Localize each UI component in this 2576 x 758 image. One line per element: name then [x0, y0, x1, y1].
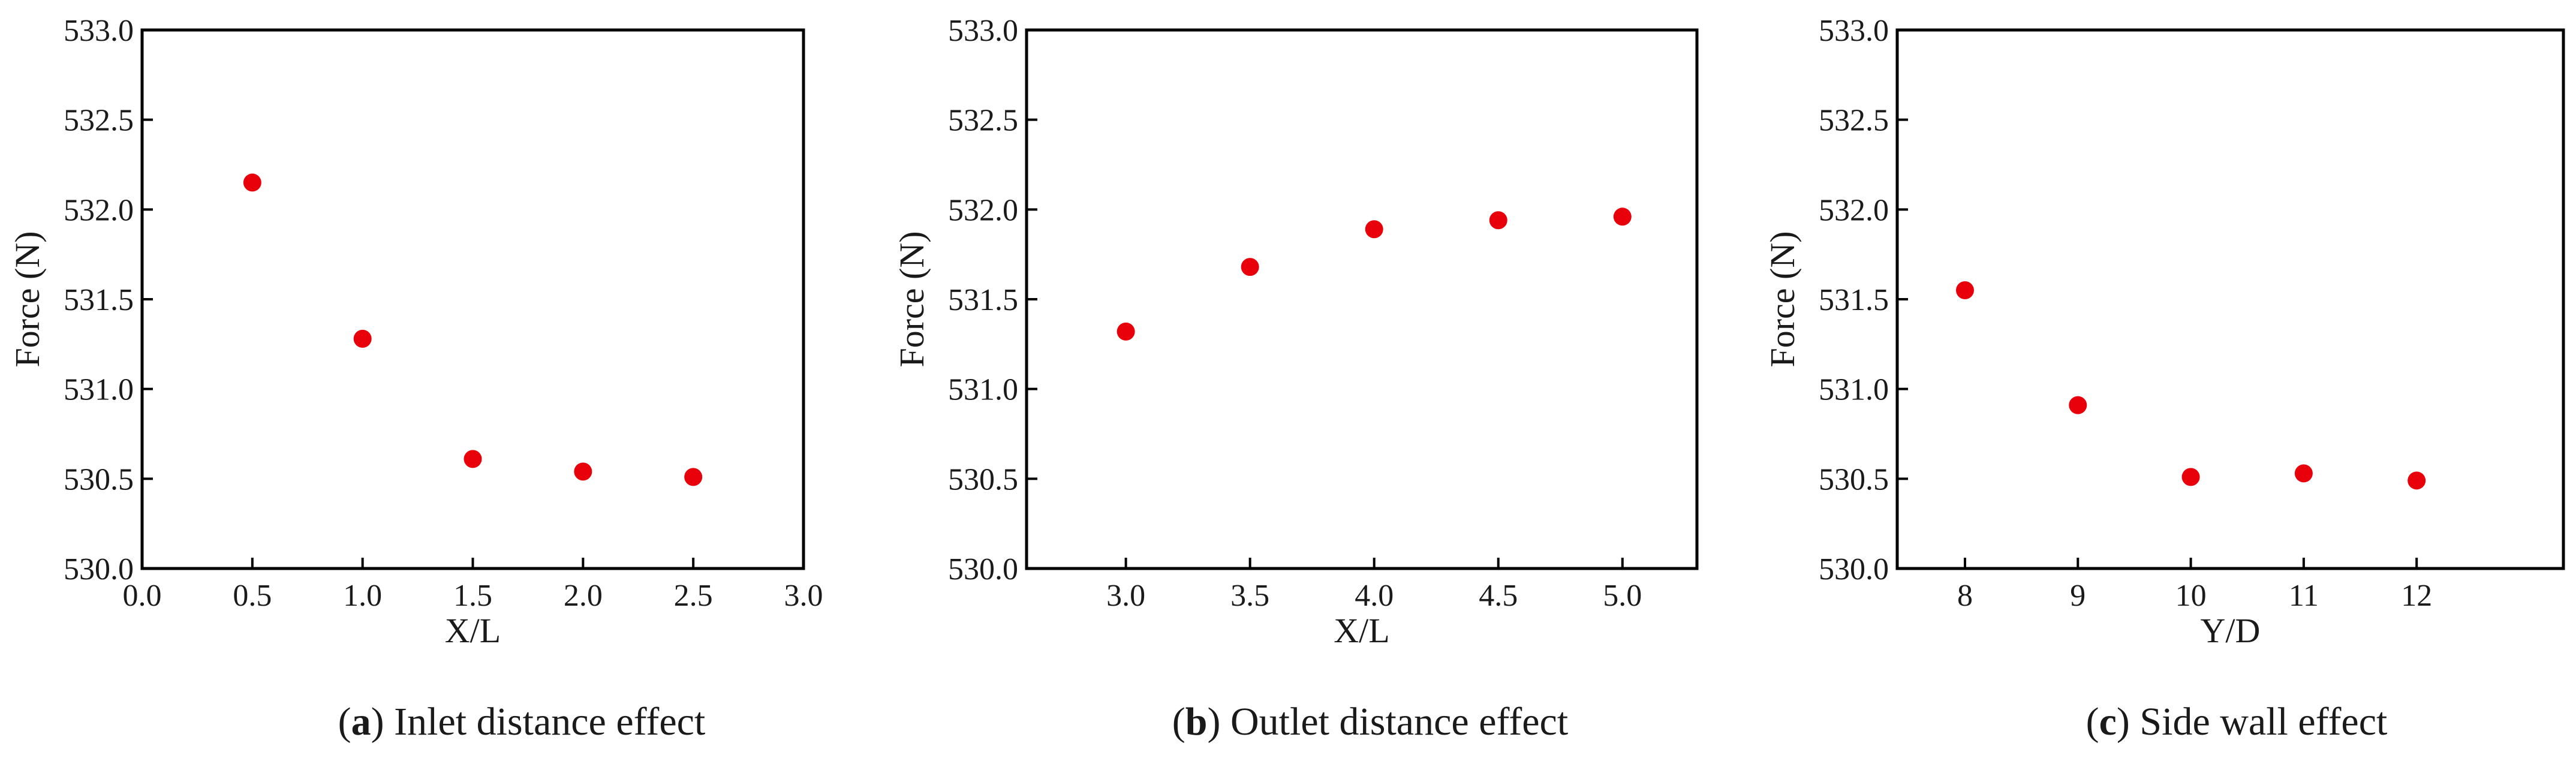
x-tick-label: 8	[1957, 579, 1973, 613]
y-tick-label: 530.0	[1819, 552, 1889, 586]
x-tick-label: 10	[2175, 579, 2207, 613]
y-tick-label: 531.5	[1819, 283, 1889, 317]
y-tick-label: 532.0	[948, 193, 1018, 227]
y-tick-label: 532.5	[1819, 104, 1889, 138]
data-point	[2294, 464, 2313, 483]
plot-frame	[140, 28, 805, 570]
data-point	[1365, 220, 1383, 239]
data-point	[243, 173, 261, 192]
caption-letter: b	[1185, 700, 1208, 744]
y-tick-label: 531.0	[948, 373, 1018, 407]
y-tick-label: 531.5	[948, 283, 1018, 317]
x-tick-label: 12	[2401, 579, 2432, 613]
x-tick-label: 3.0	[1106, 579, 1145, 613]
chart-panel-c: 530.0 530.5 531.0 531.5 532.0 532.5 533.0 8 9 10 1…	[1763, 14, 2565, 744]
y-tick-label: 532.0	[1819, 193, 1889, 227]
y-tick-label: 530.0	[948, 552, 1018, 586]
data-point	[353, 329, 372, 348]
y-tick-label: 532.5	[948, 104, 1018, 138]
x-tick-label: 0.0	[123, 579, 162, 613]
data-point	[1613, 207, 1632, 226]
y-tick-label: 530.5	[948, 462, 1018, 497]
caption-paren: (	[2086, 700, 2099, 744]
x-tick-label: 2.5	[674, 579, 713, 613]
x-tick-label: 4.5	[1479, 579, 1518, 613]
chart-panel-a: 530.0 530.5 531.0 531.5 532.0 532.5 533.0 0.0 0.…	[8, 14, 823, 744]
y-tick-label: 531.0	[1819, 373, 1889, 407]
data-point	[2069, 396, 2087, 414]
caption-text: Inlet distance effect	[394, 700, 705, 744]
panel-caption: (a) Inlet distance effect	[338, 700, 706, 744]
x-tick-label: 1.5	[453, 579, 492, 613]
data-point	[2181, 468, 2200, 486]
x-tick-label: 11	[2289, 579, 2319, 613]
caption-paren: )	[1208, 700, 1230, 744]
y-axis-label: Force (N)	[1763, 231, 1802, 367]
caption-text: Outlet distance effect	[1230, 700, 1568, 744]
y-tick-label: 531.5	[64, 283, 134, 317]
x-tick-label: 0.5	[233, 579, 272, 613]
y-tick-label: 533.0	[64, 14, 134, 48]
caption-paren: (	[1172, 700, 1185, 744]
x-tick-label: 1.0	[343, 579, 382, 613]
data-point	[2408, 471, 2426, 490]
data-point	[684, 468, 703, 486]
y-tick-label: 530.5	[1819, 462, 1889, 497]
panel-caption: (c) Side wall effect	[2086, 700, 2388, 744]
caption-paren: (	[338, 700, 351, 744]
y-tick-label: 532.5	[64, 104, 134, 138]
x-tick-label: 5.0	[1603, 579, 1642, 613]
caption-text: Side wall effect	[2139, 700, 2387, 744]
y-tick-label: 533.0	[948, 14, 1018, 48]
data-point	[1117, 322, 1135, 341]
plot-frame	[1895, 28, 2565, 570]
x-tick-label: 3.5	[1230, 579, 1269, 613]
data-point	[1241, 258, 1259, 276]
x-tick-label: 2.0	[564, 579, 603, 613]
y-axis-label: Force (N)	[892, 231, 931, 367]
x-axis-label: X/L	[1334, 611, 1389, 650]
caption-letter: a	[351, 700, 371, 744]
caption-paren: )	[2117, 700, 2139, 744]
data-point	[574, 462, 592, 481]
y-tick-label: 531.0	[64, 373, 134, 407]
y-tick-label: 530.0	[64, 552, 134, 586]
x-tick-label: 9	[2070, 579, 2086, 613]
x-tick-label: 3.0	[784, 579, 823, 613]
plot-frame	[1025, 28, 1699, 570]
x-axis-label: Y/D	[2201, 611, 2261, 650]
chart-panel-b: 530.0 530.5 531.0 531.5 532.0 532.5 533.0 3.0 3.…	[892, 14, 1699, 744]
y-tick-label: 533.0	[1819, 14, 1889, 48]
x-axis-label: X/L	[445, 611, 501, 650]
caption-letter: c	[2099, 700, 2117, 744]
data-point	[1955, 281, 1974, 300]
x-tick-label: 4.0	[1355, 579, 1394, 613]
caption-paren: )	[371, 700, 394, 744]
y-tick-label: 532.0	[64, 193, 134, 227]
y-axis-label: Force (N)	[8, 231, 47, 367]
y-tick-label: 530.5	[64, 462, 134, 497]
panel-caption: (b) Outlet distance effect	[1172, 700, 1568, 744]
data-point	[1489, 211, 1507, 230]
data-point	[464, 450, 482, 468]
